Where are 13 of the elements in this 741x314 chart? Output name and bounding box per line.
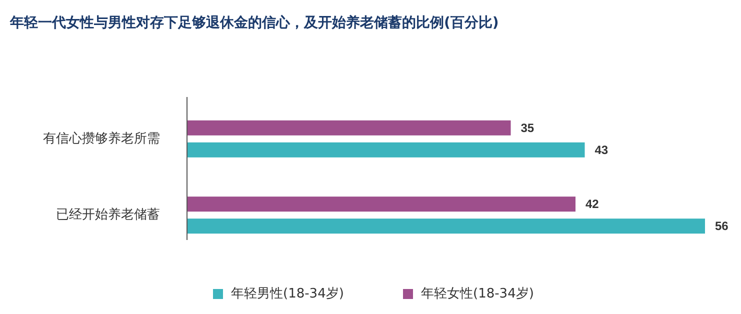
data-label: 43 [594,142,608,157]
y-tick-label: 有信心攒够养老所需 [43,130,160,146]
data-label: 56 [715,219,729,234]
bar [187,142,585,158]
bar [187,196,576,212]
legend-label: 年轻男性(18-34岁) [231,286,344,302]
legend-label: 年轻女性(18-34岁) [421,286,534,302]
chart-title: 年轻一代女性与男性对存下足够退休金的信心，及开始养老储蓄的比例(百分比) [9,14,499,31]
y-tick-label: 已经开始养老储蓄 [56,206,160,223]
data-label: 42 [586,197,600,212]
bar [187,218,705,234]
bar [187,120,511,136]
data-label: 35 [520,120,534,135]
